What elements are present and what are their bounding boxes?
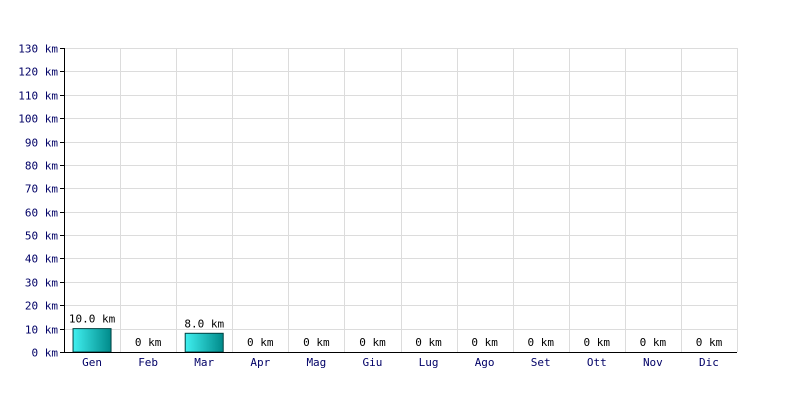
y-tick-label: 120 km bbox=[18, 66, 58, 79]
bars bbox=[72, 328, 224, 353]
data-label-nov: 0 km bbox=[640, 336, 667, 349]
y-tick-label: 50 km bbox=[25, 230, 58, 243]
bar-mar bbox=[184, 332, 224, 353]
x-tick-label-dic: Dic bbox=[699, 356, 719, 369]
data-label-giu: 0 km bbox=[359, 336, 386, 349]
data-label-lug: 0 km bbox=[415, 336, 442, 349]
y-tick-label: 70 km bbox=[25, 183, 58, 196]
data-label-ago: 0 km bbox=[471, 336, 498, 349]
data-label-ott: 0 km bbox=[584, 336, 611, 349]
y-tick-label: 20 km bbox=[25, 300, 58, 313]
grid bbox=[64, 48, 738, 352]
y-tick-label: 30 km bbox=[25, 277, 58, 290]
data-label-feb: 0 km bbox=[135, 336, 162, 349]
y-tick-label: 130 km bbox=[18, 43, 58, 56]
y-tick-label: 40 km bbox=[25, 253, 58, 266]
bar-gen bbox=[72, 328, 112, 353]
x-tick-label-giu: Giu bbox=[363, 356, 383, 369]
y-tick-label: 110 km bbox=[18, 90, 58, 103]
x-tick-label-ago: Ago bbox=[475, 356, 495, 369]
data-label-gen: 10.0 km bbox=[69, 313, 116, 326]
y-tick-label: 80 km bbox=[25, 160, 58, 173]
x-tick-label-feb: Feb bbox=[138, 356, 158, 369]
x-tick-label-set: Set bbox=[531, 356, 551, 369]
data-label-dic: 0 km bbox=[696, 336, 723, 349]
data-label-set: 0 km bbox=[527, 336, 554, 349]
x-tick-label-mar: Mar bbox=[194, 356, 214, 369]
y-tick-label: 100 km bbox=[18, 113, 58, 126]
x-tick-label-gen: Gen bbox=[82, 356, 102, 369]
y-tick-label: 10 km bbox=[25, 324, 58, 337]
labels: 0 km 10 km 20 km 30 km 40 km 50 km 60 km 70 km 8… bbox=[18, 43, 722, 370]
x-tick-label-ott: Ott bbox=[587, 356, 607, 369]
data-label-apr: 0 km bbox=[247, 336, 274, 349]
x-tick-label-apr: Apr bbox=[250, 356, 270, 369]
data-label-mag: 0 km bbox=[303, 336, 330, 349]
x-tick-label-nov: Nov bbox=[643, 356, 663, 369]
y-tick-label: 90 km bbox=[25, 137, 58, 150]
x-tick-label-lug: Lug bbox=[419, 356, 439, 369]
axes bbox=[60, 48, 737, 353]
y-tick-label: 60 km bbox=[25, 207, 58, 220]
y-tick-label: 0 km bbox=[32, 347, 59, 360]
data-label-mar: 8.0 km bbox=[184, 317, 224, 330]
x-tick-label-mag: Mag bbox=[306, 356, 326, 369]
